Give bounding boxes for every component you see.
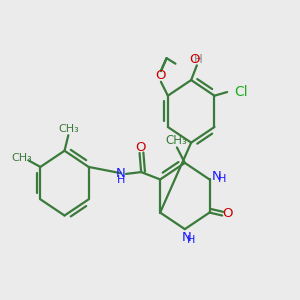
Text: CH₃: CH₃ — [58, 124, 79, 134]
Text: Cl: Cl — [234, 85, 248, 99]
Text: O: O — [136, 141, 146, 154]
Text: H: H — [194, 53, 203, 66]
Text: O: O — [222, 207, 232, 220]
Text: O: O — [156, 69, 166, 82]
Text: N: N — [212, 170, 221, 183]
Text: H: H — [117, 175, 125, 185]
Text: CH₃: CH₃ — [165, 134, 187, 147]
Text: H: H — [218, 174, 226, 184]
Text: N: N — [182, 231, 191, 244]
Text: N: N — [116, 167, 126, 180]
Text: CH₃: CH₃ — [12, 154, 32, 164]
Text: H: H — [187, 235, 196, 245]
Text: O: O — [190, 53, 200, 66]
